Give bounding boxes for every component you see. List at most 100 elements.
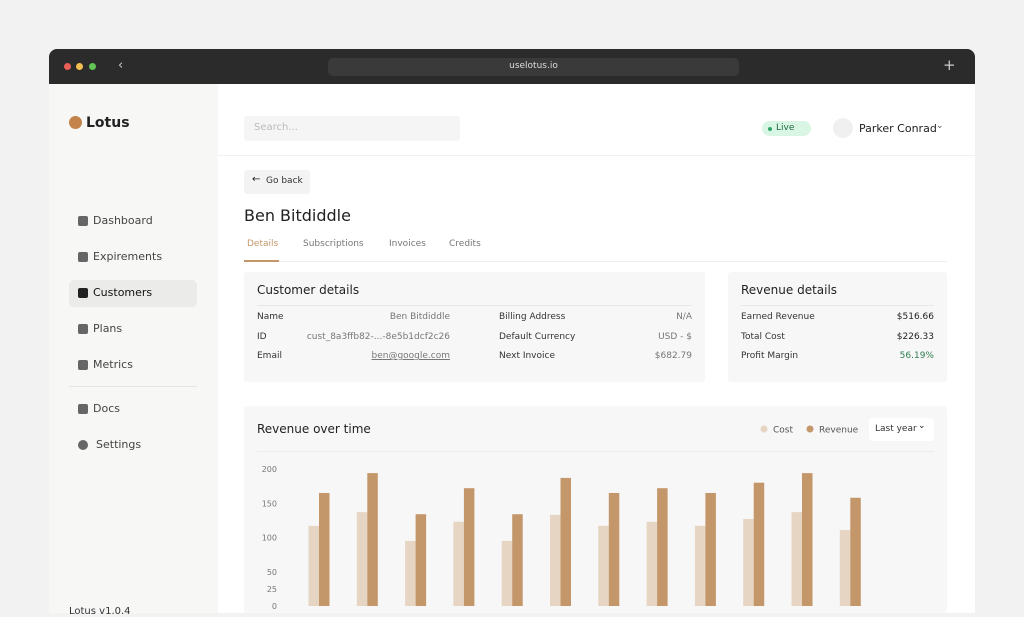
field-label: Next Invoice [499,351,556,361]
sidebar [49,84,218,613]
status-dot [768,127,772,131]
status: Live [776,123,795,133]
user-chevron[interactable]: ⌄ [936,121,944,131]
status-pill[interactable] [762,121,811,136]
nav-item[interactable]: Settings [96,438,142,451]
nav-icon [78,404,88,414]
bar [356,512,368,606]
field-value: ben@google.com [371,351,450,361]
range-label[interactable]: Last year [875,424,917,434]
y-tick-label: 50 [267,568,277,577]
bar [657,488,668,606]
field-value: $516.66 [896,312,934,322]
nav-icon [78,324,88,334]
nav-icon [78,288,88,298]
bar [501,540,513,606]
card-divider [257,305,692,306]
bar [463,488,475,606]
tab[interactable]: Credits [449,239,481,249]
nav-icon [78,252,88,262]
customer-card [244,272,705,382]
nav-item[interactable]: Plans [93,322,123,335]
tab[interactable]: Subscriptions [303,239,364,249]
bar [560,477,571,606]
tab[interactable]: Invoices [389,239,426,249]
y-tick-label: 100 [262,534,277,543]
nav-divider [69,386,197,387]
min-dot[interactable] [76,63,83,70]
nav-item[interactable]: Dashboard [93,214,153,227]
bar [405,540,416,606]
field-value: USD - $ [658,332,692,342]
field-value: $682.79 [654,351,692,361]
bar [743,519,754,606]
search[interactable] [244,116,460,141]
close-dot[interactable] [64,63,71,70]
bar [319,492,330,606]
bar [453,521,464,606]
url-bar[interactable] [328,58,739,76]
revenue-card [728,272,947,382]
card-divider [741,305,934,306]
card-title: Revenue details [741,283,838,297]
bar [308,525,319,606]
nav-item[interactable]: Expirements [93,250,163,263]
y-tick-label: 25 [267,585,277,594]
chart-divider [257,451,934,452]
back-icon: ← [252,174,261,185]
field-value: N/A [676,312,692,322]
field-label: Total Cost [741,332,785,342]
legend-label: Revenue [819,426,859,436]
y-tick-label: 0 [272,602,277,611]
chart-title: Revenue over time [257,422,371,436]
nav-icon [78,360,88,370]
logo-icon [69,116,82,129]
field-label: Default Currency [499,332,576,342]
bar [512,514,523,606]
tabs-divider [244,261,947,262]
nav-item[interactable]: Customers [93,286,153,299]
nav-item[interactable]: Metrics [93,358,133,371]
avatar[interactable] [833,118,853,138]
field-label: Name [257,312,284,322]
y-tick-label: 200 [262,465,277,474]
bar [791,512,802,606]
nav-item[interactable]: Docs [93,402,120,415]
field-value: $226.33 [896,332,934,342]
nav-icon [78,216,88,226]
search-placeholder: Search... [254,122,298,133]
y-tick-label: 150 [262,499,277,508]
bar [415,514,427,606]
range-chevron: ⌄ [918,421,926,431]
back[interactable]: Go back [266,176,303,186]
bar [646,521,658,606]
field-label: Billing Address [499,312,566,322]
bar [608,492,620,606]
customer-name: Ben Bitdiddle [244,206,351,225]
user[interactable]: Parker Conrad [859,122,937,135]
range-selector[interactable] [869,418,934,441]
bar [705,492,716,606]
field-value: 56.19% [899,351,934,361]
max-dot[interactable] [89,63,96,70]
tab-underline [244,260,279,262]
bar [367,473,378,606]
field-label: Earned Revenue [741,312,815,322]
nav-icon [78,440,88,450]
logo: Lotus [86,115,130,131]
bar [550,514,561,606]
field-label: Profit Margin [741,351,799,361]
version: Lotus v1.0.4 [69,606,131,617]
field-value: cust_8a3ffb82-...-8e5b1dcf2c26 [306,332,450,342]
back-button[interactable] [244,170,310,194]
new-tab[interactable]: + [943,56,956,74]
url: uselotus.io [509,61,558,71]
bar [694,525,706,606]
chart: 0 25 50 100 150 200 Cost Revenue [262,425,861,611]
field-label: Email [257,351,282,361]
back-arrow[interactable]: ‹ [118,58,124,73]
tab[interactable]: Details [247,239,279,249]
legend-label: Cost [773,426,793,436]
bar [598,525,609,606]
